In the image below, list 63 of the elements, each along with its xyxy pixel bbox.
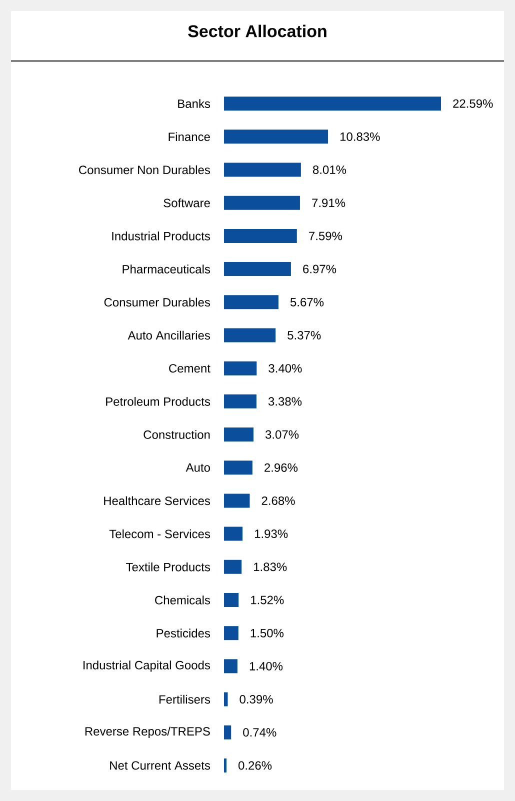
y-tick-label: Healthcare Services (104, 496, 210, 506)
data-label: 7.91% (312, 198, 346, 208)
bar (224, 96, 441, 111)
y-tick-label: Reverse Repos/TREPS (85, 726, 210, 738)
data-label: 1.50% (250, 628, 284, 638)
bar (224, 526, 243, 541)
data-label: 0.39% (240, 695, 273, 704)
y-tick-label: Software (164, 198, 210, 208)
bar (224, 162, 301, 177)
data-label: 7.59% (309, 232, 342, 240)
y-tick-label: Banks (178, 99, 210, 108)
data-label: 3.40% (268, 364, 302, 373)
y-tick-label: Consumer Non Durables (79, 165, 210, 174)
bar (224, 725, 232, 740)
data-label: 6.97% (303, 264, 336, 274)
bar (224, 494, 250, 508)
bar (224, 262, 291, 276)
y-tick-label: Cement (169, 364, 210, 373)
bar (224, 228, 297, 243)
data-label: 1.52% (251, 596, 284, 604)
data-label: 3.38% (268, 397, 302, 406)
data-label: 3.07% (265, 430, 299, 439)
bar (224, 295, 278, 310)
y-tick-label: Telecom - Services (109, 529, 210, 538)
data-label: 5.37% (288, 330, 321, 340)
y-tick-label: Industrial Products (112, 232, 210, 240)
data-label: 10.83% (340, 132, 380, 141)
data-label: 0.74% (243, 728, 276, 737)
bar (224, 659, 238, 674)
y-tick-label: Chemicals (155, 596, 210, 604)
y-tick-label: Auto (186, 463, 210, 472)
bar (224, 361, 257, 376)
y-tick-label: Textile Products (126, 562, 210, 572)
y-tick-label: Net Current Assets (110, 761, 210, 770)
data-label: 22.59% (453, 99, 493, 108)
y-tick-label: Industrial Capital Goods (84, 660, 210, 672)
bar (224, 460, 252, 475)
bar (224, 328, 276, 342)
y-tick-label: Auto Ancillaries (128, 330, 210, 340)
bar (224, 560, 242, 574)
bar (224, 626, 238, 640)
data-label: 5.67% (290, 298, 324, 306)
data-label: 1.40% (250, 662, 283, 670)
bar (224, 428, 254, 442)
y-tick-label: Pharmaceuticals (122, 264, 210, 274)
y-tick-label: Finance (168, 132, 210, 142)
data-label: 2.68% (262, 496, 295, 505)
y-tick-label: Consumer Durables (104, 298, 210, 307)
bar (224, 130, 328, 144)
bar (224, 592, 239, 607)
y-tick-label: Petroleum Products (106, 397, 210, 406)
y-tick-label: Fertilisers (159, 694, 210, 704)
y-tick-label: Construction (144, 430, 210, 439)
data-label: 1.83% (254, 562, 287, 572)
data-label: 0.26% (238, 761, 272, 770)
chart-title: Sector Allocation (188, 24, 326, 38)
data-label: 1.93% (254, 530, 288, 538)
data-label: 8.01% (312, 166, 346, 174)
bar (224, 692, 228, 706)
y-tick-label: Pesticides (156, 628, 210, 638)
bar (224, 196, 300, 210)
data-label: 2.96% (264, 463, 298, 472)
bar (224, 394, 256, 408)
